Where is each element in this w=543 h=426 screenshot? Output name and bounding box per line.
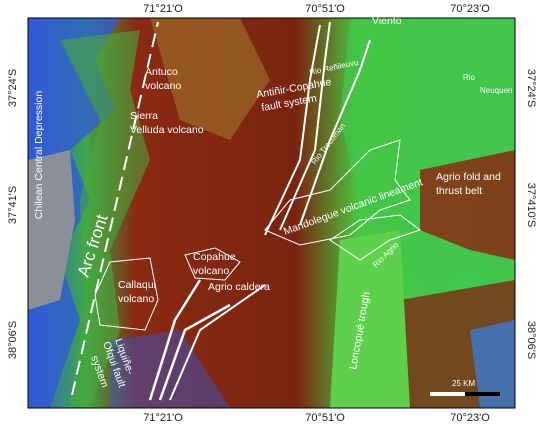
- fault-line: [279, 21, 331, 231]
- coord-label: 71°21'O: [143, 3, 183, 15]
- label: volcano: [193, 265, 229, 277]
- coord-label: 37°410'S: [525, 183, 537, 227]
- volcano-outline: [94, 257, 159, 331]
- scale-bar: 25 KM: [430, 379, 500, 396]
- label: Sierra: [130, 110, 158, 122]
- coord-label: 70°23'O: [450, 412, 490, 424]
- label: Antuco: [145, 66, 178, 78]
- label: Agrio fold and: [436, 171, 501, 183]
- coord-label: 70°51'O: [305, 3, 345, 15]
- label: Callaqui: [118, 279, 156, 291]
- fault-line: [169, 284, 266, 401]
- label: thrust belt: [436, 185, 482, 197]
- fault-line: [264, 24, 321, 236]
- coord-label: 37°24'S: [7, 69, 19, 107]
- label: Chilean Central Depression: [33, 91, 45, 220]
- label: volcano: [118, 293, 154, 305]
- label: Copahue: [193, 251, 236, 263]
- arc-front-line: [71, 21, 159, 396]
- coord-label: 38°06'S: [525, 321, 537, 359]
- scale-label: 25 KM: [452, 379, 475, 388]
- coord-label: 71°21'O: [143, 412, 183, 424]
- label: Velluda volcano: [130, 124, 204, 136]
- label: Neuquen: [480, 86, 512, 95]
- coordinates: 71°21'O 70°51'O 70°23'O 71°21'O 70°51'O …: [7, 3, 537, 424]
- label: Agrio caldera: [208, 281, 270, 293]
- label: Viento: [372, 15, 402, 27]
- structures: [71, 21, 422, 401]
- coord-label: 70°23'O: [450, 3, 490, 15]
- coord-label: 37°41'S: [7, 186, 19, 224]
- coord-label: 70°51'O: [305, 412, 345, 424]
- label: volcano: [145, 80, 181, 92]
- lineament-outline: [329, 214, 422, 261]
- label: Cordillera del: [372, 1, 434, 13]
- coord-label: 37°24'S: [525, 69, 537, 107]
- scale-segment: [465, 392, 500, 396]
- map-frame: [27, 17, 516, 409]
- scale-segment: [430, 392, 465, 396]
- fault-line: [148, 279, 202, 401]
- fault-line: [158, 303, 231, 401]
- coord-label: 38°06'S: [7, 321, 19, 359]
- fault-line: [299, 39, 371, 226]
- label: Rio: [463, 73, 476, 82]
- volcano-outline: [184, 247, 241, 281]
- relief: [28, 18, 515, 408]
